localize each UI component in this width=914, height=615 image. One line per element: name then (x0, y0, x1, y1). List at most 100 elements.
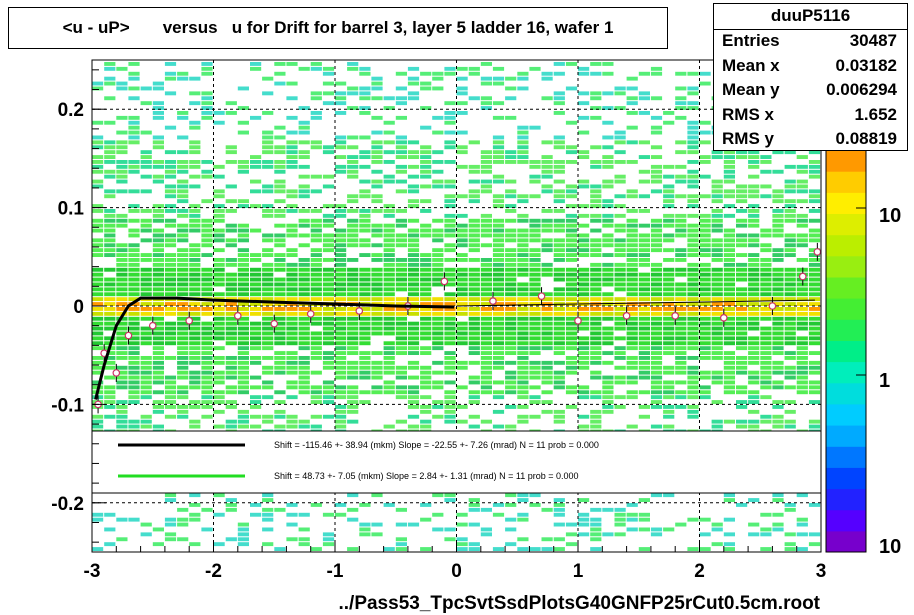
heatmap-cell (480, 101, 492, 106)
heatmap-cell (250, 282, 262, 287)
heatmap-cell (322, 365, 335, 370)
heatmap-cell (116, 174, 128, 179)
heatmap-cell (614, 326, 626, 331)
heatmap-cell (480, 150, 492, 155)
heatmap-cell (432, 360, 444, 365)
heatmap-cell (760, 341, 772, 346)
heatmap-cell (164, 375, 177, 380)
heatmap-cell (237, 199, 249, 204)
heatmap-cell (772, 493, 784, 498)
heatmap-cell (578, 179, 590, 184)
heatmap-cell (335, 375, 347, 380)
heatmap-cell (152, 106, 164, 110)
heatmap-cell (298, 341, 310, 346)
heatmap-cell (541, 184, 553, 189)
heatmap-cell (736, 277, 748, 282)
x-tick-label: -2 (205, 561, 222, 582)
heatmap-cell (274, 277, 286, 282)
heatmap-cell (541, 409, 553, 414)
heatmap-cell (723, 390, 735, 395)
heatmap-cell (772, 336, 784, 341)
heatmap-cell (602, 213, 614, 218)
heatmap-cell (359, 370, 371, 375)
heatmap-cell (432, 493, 444, 498)
heatmap-cell (322, 238, 335, 243)
heatmap-cell (395, 419, 407, 424)
heatmap-cell (298, 365, 310, 370)
x-axis-label: ../Pass53_TpcSvtSsdPlotsG40GNFP25rCut0.5… (338, 593, 820, 614)
heatmap-cell (711, 184, 723, 189)
heatmap-cell (711, 351, 723, 355)
heatmap-cell (347, 493, 359, 498)
heatmap-cell (128, 351, 140, 355)
heatmap-cell (614, 307, 626, 311)
heatmap-cell (140, 258, 152, 262)
heatmap-cell (541, 336, 553, 341)
heatmap-cell (614, 272, 626, 277)
heatmap-cell (748, 341, 760, 346)
heatmap-cell (274, 414, 286, 419)
heatmap-cell (395, 115, 407, 120)
heatmap-cell (663, 414, 675, 419)
heatmap-cell (322, 356, 335, 360)
heatmap-cell (359, 189, 371, 194)
heatmap-cell (638, 253, 650, 257)
heatmap-cell (286, 385, 298, 390)
heatmap-cell (517, 493, 529, 498)
heatmap-cell (286, 360, 298, 365)
heatmap-cell (335, 316, 347, 321)
heatmap-cell (189, 385, 201, 390)
heatmap-cell (298, 375, 310, 380)
heatmap-cell (286, 130, 298, 135)
heatmap-cell (92, 311, 104, 316)
heatmap-cell (517, 307, 529, 311)
profile-point (124, 331, 133, 340)
heatmap-cell (505, 527, 517, 532)
heatmap-cell (189, 331, 201, 336)
heatmap-cell (663, 258, 675, 262)
heatmap-cell (553, 351, 565, 355)
heatmap-cell (638, 243, 650, 248)
heatmap-cell (152, 424, 164, 429)
heatmap-cell (796, 218, 808, 223)
heatmap-cell (164, 498, 177, 502)
heatmap-cell (322, 395, 335, 400)
heatmap-cell (262, 262, 274, 267)
heatmap-cell (177, 238, 189, 243)
heatmap-cell (237, 106, 249, 110)
heatmap-cell (371, 493, 383, 498)
heatmap-cell (262, 512, 274, 517)
heatmap-cell (322, 150, 335, 155)
heatmap-cell (492, 390, 505, 395)
heatmap-cell (602, 184, 614, 189)
heatmap-cell (274, 336, 286, 341)
heatmap-cell (492, 194, 505, 199)
heatmap-cell (225, 360, 237, 365)
heatmap-cell (262, 419, 274, 424)
heatmap-cell (736, 253, 748, 257)
heatmap-cell (772, 370, 784, 375)
heatmap-cell (395, 287, 407, 292)
heatmap-cell (92, 331, 104, 336)
heatmap-cell (128, 336, 140, 341)
heatmap-cell (578, 204, 590, 208)
heatmap-cell (517, 380, 529, 385)
colorbar-segment (826, 509, 866, 532)
heatmap-cell (237, 302, 249, 306)
heatmap-cell (505, 341, 517, 346)
heatmap-cell (322, 380, 335, 385)
heatmap-cell (578, 395, 590, 400)
heatmap-cell (298, 164, 310, 169)
heatmap-cell (116, 218, 128, 223)
heatmap-cell (225, 498, 237, 502)
heatmap-cell (335, 287, 347, 292)
heatmap-cell (152, 272, 164, 277)
heatmap-cell (626, 76, 638, 81)
heatmap-cell (152, 282, 164, 287)
heatmap-cell (505, 331, 517, 336)
heatmap-cell (808, 228, 821, 233)
heatmap-cell (480, 356, 492, 360)
heatmap-cell (505, 493, 517, 498)
heatmap-cell (420, 385, 432, 390)
colorbar-segment (826, 530, 866, 553)
